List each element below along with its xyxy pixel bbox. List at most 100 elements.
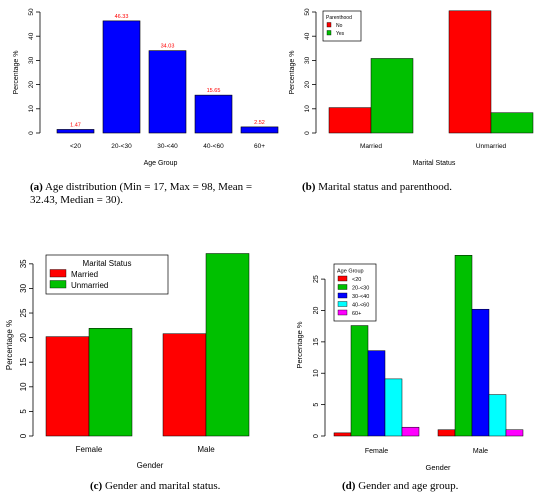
caption-a: (a) Age distribution (Min = 17, Max = 98… [30, 181, 270, 207]
chart-b-y-tick-label: 30 [304, 56, 311, 64]
chart-a-y-tick-label: 50 [28, 8, 35, 16]
chart-d-x-tick-label: Female [365, 448, 388, 455]
chart-d-x-axis-label: Gender [425, 463, 451, 472]
chart-b-legend-swatch [326, 30, 332, 36]
chart-d-bar [471, 308, 490, 437]
chart-b-bar [370, 58, 414, 134]
chart-c-x-axis-label: Gender [137, 461, 164, 470]
chart-d-bar [384, 378, 403, 437]
chart-a-bar-value-label: 2.52 [254, 120, 265, 126]
chart-d-bar [367, 350, 386, 437]
chart-a-bar [194, 94, 233, 134]
chart-d-bar [333, 432, 352, 437]
chart-c-legend-label: Unmarried [71, 281, 108, 290]
chart-d-legend-title: Age Group [337, 269, 364, 275]
chart-d-legend-swatch [337, 309, 348, 316]
chart-c-legend-title: Marital Status [83, 259, 132, 268]
chart-c-legend-box [45, 254, 169, 295]
chart-c-bar [162, 333, 207, 437]
chart-d-legend-swatch [337, 284, 348, 290]
chart-c-y-tick-label: 0 [19, 433, 28, 438]
chart-a-bar-value-label: 1.47 [70, 122, 81, 128]
chart-c-x-tick-label: Female [76, 445, 103, 454]
chart-d-legend-label: 40-<60 [352, 303, 369, 309]
chart-b-legend-title: Parenthood [326, 15, 352, 21]
chart-a-x-tick-label: <20 [70, 143, 81, 150]
chart-c-y-tick-label: 30 [19, 283, 28, 292]
chart-b-y-tick-label: 40 [304, 32, 311, 40]
chart-d-y-tick-label: 15 [313, 338, 320, 346]
chart-b-bar [448, 10, 492, 134]
chart-a-y-tick-label: 20 [28, 81, 35, 89]
chart-c-y-tick-label: 20 [19, 333, 28, 342]
caption-b: (b) Marital status and parenthood. [302, 181, 547, 194]
chart-b-y-tick-label: 20 [304, 81, 311, 89]
chart-d-bar [350, 325, 369, 437]
chart-b-bar [328, 107, 372, 134]
chart-a-bar [56, 129, 95, 134]
chart-a-y-tick-label: 40 [28, 32, 35, 40]
chart-c-bar [45, 336, 90, 437]
chart-c-y-tick-label: 35 [19, 259, 28, 268]
chart-d-legend-swatch [337, 275, 348, 282]
chart-a-bar-value-label: 34.03 [161, 44, 175, 50]
chart-c-bar [205, 253, 250, 437]
chart-d-y-axis-label: Percentage % [295, 321, 304, 368]
chart-d-bar [505, 429, 524, 437]
chart-d-legend-swatch [337, 292, 348, 299]
chart-d-legend-label: 30-<40 [352, 294, 369, 300]
chart-c-legend-label: Married [71, 270, 98, 279]
chart-c-y-tick-label: 25 [19, 308, 28, 317]
chart-b-bar [490, 112, 534, 134]
chart-d-legend-swatch [337, 301, 348, 307]
chart-d-y-tick-label: 10 [313, 369, 320, 377]
chart-d-legend-label: <20 [352, 277, 361, 283]
chart-b-legend-label: No [336, 23, 343, 29]
chart-a-x-tick-label: 40-<60 [203, 143, 224, 150]
chart-c-legend-swatch [49, 269, 67, 278]
chart-d-y-tick-label: 20 [313, 306, 320, 314]
chart-a-y-tick-label: 30 [28, 56, 35, 64]
chart-a-x-tick-label: 20-<30 [111, 143, 132, 150]
chart-d-legend-label: 20-<30 [352, 286, 369, 292]
chart-b-x-tick-label: Unmarried [476, 143, 507, 150]
caption-c: (c) Gender and marital status. [90, 480, 310, 493]
chart-b-y-tick-label: 10 [304, 105, 311, 113]
caption-d-text: Gender and age group. [358, 480, 459, 492]
caption-c-tag: (c) [90, 480, 103, 492]
chart-a-x-tick-label: 60+ [254, 143, 265, 150]
caption-d: (d) Gender and age group. [342, 480, 542, 493]
chart-d-y-tick-label: 0 [313, 434, 320, 438]
chart-b-y-tick-label: 0 [304, 131, 311, 135]
chart-a-x-tick-label: 30-<40 [157, 143, 178, 150]
chart-c-y-tick-label: 15 [19, 357, 28, 366]
chart-d-x-tick-label: Male [473, 448, 488, 455]
chart-c-y-tick-label: 10 [19, 382, 28, 391]
caption-a-tag: (a) [30, 181, 43, 193]
chart-a-bar [148, 50, 187, 134]
chart-d-bar [401, 426, 420, 437]
chart-d-y-tick-label: 25 [313, 275, 320, 283]
caption-b-text: Marital status and parenthood. [318, 181, 453, 193]
chart-c-bar [88, 328, 133, 437]
chart-c-y-tick-label: 5 [19, 409, 28, 414]
chart-a-bar-value-label: 46.33 [115, 14, 129, 20]
caption-d-tag: (d) [342, 480, 356, 492]
caption-c-text: Gender and marital status. [104, 480, 221, 492]
chart-c-x-tick-label: Male [197, 445, 215, 454]
chart-d-y-tick-label: 5 [313, 403, 320, 407]
chart-d-legend-label: 60+ [352, 311, 361, 317]
chart-b-x-axis-label: Marital Status [413, 160, 456, 167]
chart-b-y-axis-label: Percentage % [289, 51, 296, 95]
chart-b-y-tick-label: 50 [304, 8, 311, 16]
chart-c-y-axis-label: Percentage % [5, 320, 14, 370]
chart-a-bar [102, 20, 141, 134]
caption-a-text: Age distribution (Min = 17, Max = 98, Me… [30, 181, 253, 206]
chart-d-bar [488, 394, 507, 437]
chart-b-legend-label: Yes [336, 31, 345, 37]
caption-b-tag: (b) [302, 181, 316, 193]
chart-a-bar-value-label: 15.65 [207, 88, 221, 94]
chart-a-bar [240, 126, 279, 134]
chart-b-legend-swatch [326, 22, 332, 28]
